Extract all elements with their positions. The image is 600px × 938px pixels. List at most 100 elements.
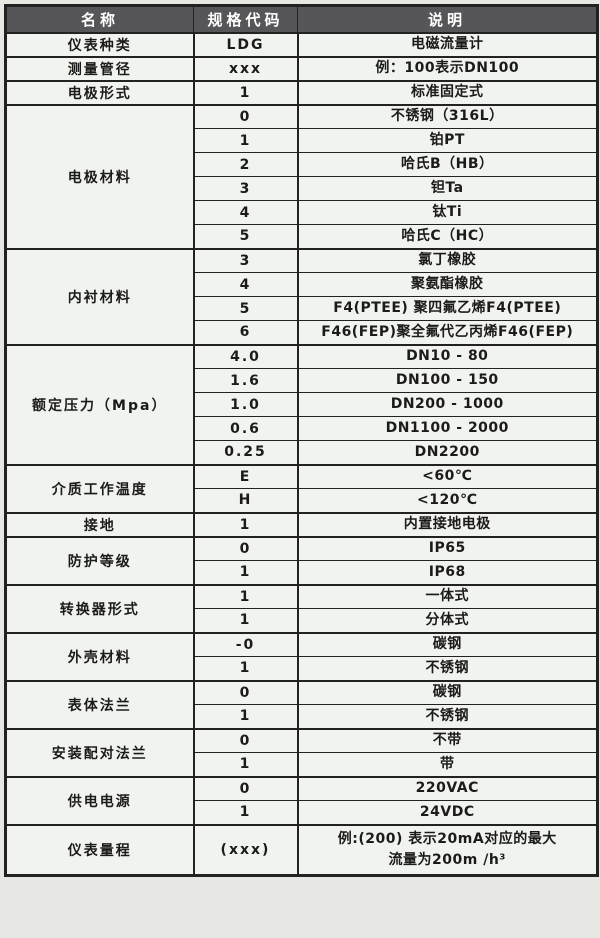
desc-cell: 哈氏B（HB） xyxy=(297,152,598,177)
desc-cell: 铂PT xyxy=(297,128,598,153)
code-cell: 1.6 xyxy=(193,368,299,393)
desc-line: 内置接地电极 xyxy=(403,516,491,532)
spec-row: 6 F46(FEP)聚全氟代乙丙烯F46(FEP) xyxy=(6,320,598,345)
spec-table: 名称 规格代码 说明 仪表种类 LDG 电磁流量计 测量管径 xxx 例：100表示DN1… xyxy=(4,4,599,877)
spec-row: 电极形式 1 标准固定式 xyxy=(5,79,598,105)
desc-cell: 氯丁橡胶 xyxy=(297,247,598,273)
desc-line: DN10 - 80 xyxy=(406,348,489,365)
desc-line: 220VAC xyxy=(415,780,479,797)
desc-line: 碳钢 xyxy=(432,684,462,701)
desc-line: 电磁流量计 xyxy=(411,36,484,52)
desc-cell: DN10 - 80 xyxy=(297,343,598,369)
desc-cell: F4(PTEE) 聚四氟乙烯F4(PTEE) xyxy=(297,296,598,321)
desc-cell: DN1100 - 2000 xyxy=(297,416,598,441)
desc-line: DN2200 xyxy=(414,443,480,460)
spec-row: 介质工作温度 E <60℃ xyxy=(5,463,598,513)
spec-row: 3 钽Ta xyxy=(6,176,598,201)
desc-line: 钽Ta xyxy=(430,180,464,196)
spec-row: 5 哈氏C（HC） xyxy=(6,224,598,249)
desc-cell: 例:(200) 表示20mA对应的最大 流量为200m /h³ xyxy=(297,823,598,876)
spec-row: 4 聚氨酯橡胶 xyxy=(6,272,598,297)
code-cell: 4 xyxy=(193,200,299,225)
spec-row: 转换器形式 1 一体式 xyxy=(5,583,598,633)
desc-line: F4(PTEE) 聚四氟乙烯F4(PTEE) xyxy=(333,300,562,316)
spec-row: 额定压力（Mpa） 4.0 DN10 - 80 xyxy=(5,343,598,465)
desc-cell: IP68 xyxy=(297,560,598,585)
group-name-cell: 介质工作温度 xyxy=(5,463,195,513)
desc-cell: 不锈钢（316L） xyxy=(297,103,598,129)
desc-line: 不锈钢 xyxy=(425,707,469,724)
desc-line: DN100 - 150 xyxy=(395,372,499,388)
desc-cell: 标准固定式 xyxy=(297,79,598,105)
desc-cell: 碳钢 xyxy=(297,679,598,705)
desc-line: 不带 xyxy=(432,732,462,749)
desc-cell: 不带 xyxy=(297,727,598,753)
group-name-cell: 转换器形式 xyxy=(5,583,195,633)
group-name-cell: 内衬材料 xyxy=(5,247,195,345)
code-cell: E xyxy=(193,463,299,489)
spec-row: 仪表种类 LDG 电磁流量计 xyxy=(5,31,598,57)
code-cell: 3 xyxy=(193,247,299,273)
code-cell: 1 xyxy=(193,656,299,681)
spec-row: 1 24VDC xyxy=(6,800,598,825)
desc-line: DN1100 - 2000 xyxy=(385,420,509,436)
group-name-cell: 额定压力（Mpa） xyxy=(5,343,195,465)
desc-cell: 电磁流量计 xyxy=(297,31,598,57)
desc-line: 氯丁橡胶 xyxy=(418,252,477,269)
code-cell: 1 xyxy=(193,800,299,825)
group-name-cell: 电极形式 xyxy=(5,79,195,105)
spec-row: 0.25 DN2200 xyxy=(6,440,598,465)
desc-cell: 例：100表示DN100 xyxy=(297,55,598,81)
desc-line: IP65 xyxy=(428,540,466,557)
desc-line: 钛Ti xyxy=(432,204,463,220)
code-cell: 0.6 xyxy=(193,416,299,441)
group-name-cell: 外壳材料 xyxy=(5,631,195,681)
group-name-cell: 接地 xyxy=(5,511,195,537)
desc-cell: 钛Ti xyxy=(297,200,598,225)
code-cell: 0 xyxy=(193,727,299,753)
desc-cell: 带 xyxy=(297,752,598,777)
spec-row: 1 IP68 xyxy=(6,560,598,585)
desc-line: 例:(200) 表示20mA对应的最大 xyxy=(337,830,557,847)
spec-row: H <120℃ xyxy=(6,488,598,513)
desc-cell: DN2200 xyxy=(297,440,598,465)
desc-cell: DN200 - 1000 xyxy=(297,392,598,417)
code-cell: 0 xyxy=(193,535,299,561)
desc-line: <60℃ xyxy=(422,468,473,485)
desc-line: IP68 xyxy=(428,563,466,580)
desc-cell: 碳钢 xyxy=(297,631,598,657)
code-cell: 5 xyxy=(193,296,299,321)
desc-cell: IP65 xyxy=(297,535,598,561)
code-cell: 4.0 xyxy=(193,343,299,369)
code-cell: 0 xyxy=(193,103,299,129)
desc-line: F46(FEP)聚全氟代乙丙烯F46(FEP) xyxy=(321,323,574,340)
spec-row: 仪表量程 (xxx) 例:(200) 表示20mA对应的最大 流量为200m /h³ xyxy=(5,823,598,876)
desc-line: 24VDC xyxy=(419,803,475,820)
spec-row: 1 分体式 xyxy=(6,608,598,633)
desc-line: 铂PT xyxy=(429,132,465,148)
spec-row: 表体法兰 0 碳钢 xyxy=(5,679,598,729)
header-desc: 说明 xyxy=(297,5,598,34)
spec-row: 1 不锈钢 xyxy=(6,704,598,729)
spec-row: 安装配对法兰 0 不带 xyxy=(5,727,598,777)
spec-row: 1.0 DN200 - 1000 xyxy=(6,392,598,417)
desc-line: 哈氏B（HB） xyxy=(400,156,494,172)
header-row: 名称 规格代码 说明 xyxy=(5,5,598,34)
desc-line: <120℃ xyxy=(417,491,478,508)
desc-cell: 聚氨酯橡胶 xyxy=(297,272,598,297)
spec-row: 0.6 DN1100 - 2000 xyxy=(6,416,598,441)
code-cell: 1 xyxy=(193,79,299,105)
code-cell: 0.25 xyxy=(193,440,299,465)
spec-row: 外壳材料 -0 碳钢 xyxy=(5,631,598,681)
desc-line: 一体式 xyxy=(425,588,469,605)
desc-cell: 分体式 xyxy=(297,608,598,633)
code-cell: 1 xyxy=(193,560,299,585)
desc-cell: 24VDC xyxy=(297,800,598,825)
desc-line: 碳钢 xyxy=(432,636,462,653)
group-name-cell: 测量管径 xyxy=(5,55,195,81)
spec-row: 5 F4(PTEE) 聚四氟乙烯F4(PTEE) xyxy=(6,296,598,321)
desc-cell: 内置接地电极 xyxy=(297,511,598,537)
group-name-cell: 供电电源 xyxy=(5,775,195,825)
spec-row: 供电电源 0 220VAC xyxy=(5,775,598,825)
